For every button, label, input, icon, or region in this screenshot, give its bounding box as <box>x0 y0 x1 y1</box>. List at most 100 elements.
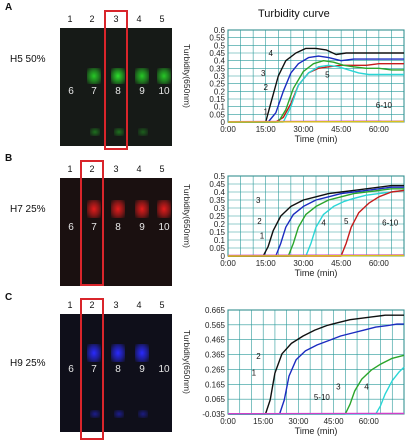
well-label: 8 <box>115 222 121 233</box>
x-tick-label: 45:00 <box>331 125 352 134</box>
y-tick-label: 0.5 <box>214 172 226 181</box>
y-tick-label: 0 <box>221 252 226 261</box>
lane-number: 4 <box>136 300 142 310</box>
x-tick-label: 60:00 <box>359 417 380 426</box>
y-tick-label: 0.3 <box>214 204 226 213</box>
y-axis-label: Turbidity(650nm) <box>182 184 192 248</box>
highlight-box <box>80 160 104 286</box>
y-tick-label: 0.45 <box>209 180 225 189</box>
sample-label: H9 25% <box>10 358 46 369</box>
sample-label: H7 25% <box>10 204 46 215</box>
series-line <box>228 47 404 123</box>
curve-label: 2 <box>256 352 261 361</box>
x-tick-label: 30:00 <box>288 417 309 426</box>
y-tick-label: 0 <box>221 118 226 127</box>
lane-number: 2 <box>89 14 95 24</box>
well-label: 9 <box>139 86 145 97</box>
tube-bottom-glow <box>90 410 100 418</box>
y-tick-label: 0.265 <box>205 365 226 374</box>
lane-number: 1 <box>67 14 73 24</box>
curve-label: 6-10 <box>382 219 399 228</box>
series-line <box>228 184 404 257</box>
well-label: 8 <box>115 86 121 97</box>
lane-number: 5 <box>159 164 165 174</box>
y-tick-label: 0.35 <box>209 64 225 73</box>
chart-title: Turbidity curve <box>258 8 330 20</box>
x-tick-label: 60:00 <box>369 259 390 268</box>
tube-band <box>135 200 149 218</box>
tube-bottom-glow <box>138 410 148 418</box>
x-axis-label: Time (min) <box>295 426 338 436</box>
well-label: 9 <box>139 364 145 375</box>
curve-label: 5 <box>325 71 330 80</box>
tube-bottom-glow <box>114 410 124 418</box>
y-tick-label: 0.465 <box>205 336 226 345</box>
chart-1: 00.050.10.150.20.250.30.350.40.450.50.55… <box>182 26 405 144</box>
y-tick-label: 0.4 <box>214 188 226 197</box>
x-tick-label: 30:00 <box>293 125 314 134</box>
gel-image: 6 7 8 9 10 <box>60 178 172 286</box>
well-label: 10 <box>158 364 170 375</box>
curve-label: 5-10 <box>314 393 331 402</box>
panel-letter: A <box>5 2 13 13</box>
y-tick-label: 0.45 <box>209 49 225 58</box>
curve-label: 3 <box>336 382 341 391</box>
curve-label: 6-10 <box>376 101 393 110</box>
tube-band <box>87 200 101 218</box>
x-tick-label: 30:00 <box>293 259 314 268</box>
turbidity-charts: 00.050.10.150.20.250.30.350.40.450.50.55… <box>182 26 405 436</box>
y-tick-label: 0.35 <box>209 196 225 205</box>
chart-2: 00.050.10.150.20.250.30.350.40.450.5 0:00… <box>182 172 405 278</box>
x-tick-label: 0:00 <box>220 125 236 134</box>
y-axis-label: Turbidity(650nm) <box>182 44 192 108</box>
curve-label: 4 <box>364 382 369 391</box>
well-label: 6 <box>68 86 74 97</box>
y-tick-label: 0.2 <box>214 87 226 96</box>
chart-3: -0.035 0.065 0.165 0.265 0.365 0.465 0.565 0.66… <box>182 306 405 436</box>
x-tick-label: 15:00 <box>253 417 274 426</box>
series-line <box>228 189 405 257</box>
y-tick-label: 0.05 <box>209 244 225 253</box>
x-tick-label: 45:00 <box>331 259 352 268</box>
tube-band <box>111 68 125 84</box>
x-axis-label: Time (min) <box>295 268 338 278</box>
y-tick-label: 0.05 <box>209 110 225 119</box>
series-line <box>228 63 404 123</box>
lane-number: 2 <box>89 300 95 310</box>
well-label: 10 <box>158 86 170 97</box>
curve-label: 1 <box>260 231 265 240</box>
curve-label: 2 <box>257 217 262 226</box>
series-line <box>228 186 404 257</box>
tube-band <box>111 200 125 218</box>
panel-letter: B <box>5 153 13 164</box>
lane-number: 3 <box>113 14 119 24</box>
y-tick-label: 0.365 <box>205 351 226 360</box>
tube-bottom-glow <box>90 128 100 136</box>
series-line <box>227 120 405 123</box>
curve-label: 3 <box>256 196 261 205</box>
tube-bottom-glow <box>114 128 124 136</box>
y-axis-label: Turbidity(650nm) <box>182 330 192 394</box>
series-line <box>228 64 404 123</box>
curve-label: 1 <box>252 368 257 377</box>
well-label: 7 <box>91 86 97 97</box>
lane-number: 1 <box>67 164 73 174</box>
y-tick-label: 0.5 <box>214 41 226 50</box>
y-tick-label: 0.165 <box>205 380 226 389</box>
panel-letter: C <box>5 292 13 303</box>
series-line <box>228 188 404 257</box>
y-tick-label: 0.1 <box>214 103 226 112</box>
well-label: 8 <box>115 364 121 375</box>
series-line <box>228 314 404 415</box>
y-tick-label: 0.565 <box>205 321 226 330</box>
tube-band <box>87 344 101 362</box>
curve-label: 4 <box>321 219 326 228</box>
y-tick-label: 0.6 <box>214 26 226 35</box>
x-tick-label: 0:00 <box>220 259 236 268</box>
series-line <box>228 323 404 415</box>
well-label: 7 <box>91 222 97 233</box>
series-line <box>228 354 405 415</box>
y-tick-label: 0.065 <box>205 395 226 404</box>
lane-number: 3 <box>113 300 119 310</box>
y-tick-label: 0.2 <box>214 220 226 229</box>
